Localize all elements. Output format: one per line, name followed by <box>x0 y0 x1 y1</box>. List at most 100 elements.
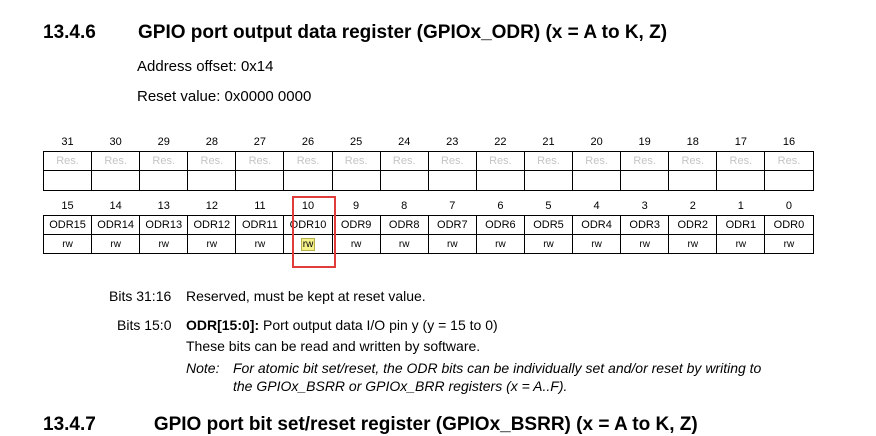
bit-number-11: 11 <box>254 200 266 212</box>
access-empty-bit-18 <box>668 170 718 191</box>
access-bit-5: rw <box>523 234 574 254</box>
field-odr8: ODR8 <box>379 215 429 235</box>
bit-number-12: 12 <box>205 200 218 212</box>
access-bit-4: rw <box>572 234 622 254</box>
access-bit-8: rw <box>379 234 429 254</box>
reserved-bit-24: Res. <box>379 151 429 171</box>
access-empty-bit-22 <box>475 170 525 191</box>
reserved-bit-16: Res. <box>764 151 814 171</box>
next-section-title: GPIO port bit set/reset register (GPIOx_… <box>153 414 698 435</box>
field-odr13: ODR13 <box>139 215 189 235</box>
bit-number-19: 19 <box>638 136 651 148</box>
reserved-bit-19: Res. <box>620 151 670 171</box>
access-rw: rw <box>110 238 121 250</box>
reserved-bit-17: Res. <box>716 151 766 171</box>
access-rw: rw <box>350 238 362 250</box>
bit-number-15: 15 <box>61 200 74 212</box>
bit-number-4: 4 <box>593 200 600 212</box>
field-odr12: ODR12 <box>187 215 237 235</box>
next-section-heading: 13.4.7 GPIO port bit set/reset register (… <box>43 414 698 436</box>
field-odr3: ODR3 <box>620 215 670 235</box>
access-row-upper <box>42 170 814 191</box>
bit-number-21: 21 <box>542 136 555 148</box>
bit-number-27: 27 <box>253 136 267 148</box>
field-odr0: ODR0 <box>764 215 814 235</box>
access-empty-bit-30 <box>91 170 141 191</box>
bit-number-0: 0 <box>785 200 793 212</box>
reset-value: Reset value: 0x0000 0000 <box>137 88 312 105</box>
reserved-bit-26: Res. <box>283 151 333 171</box>
field-odr4: ODR4 <box>572 215 622 235</box>
next-section-number: 13.4.7 <box>43 414 96 435</box>
bit-number-25: 25 <box>349 136 363 148</box>
note-line-2: the GPIOx_BSRR or GPIOx_BRR registers (x… <box>233 378 568 394</box>
bit-number-17: 17 <box>734 136 747 148</box>
access-bit-7: rw <box>427 234 477 254</box>
access-rw: rw <box>495 238 506 250</box>
field-row-upper: Res. Res. Res. Res. Res. Res. Res. Res. Res. Res.… <box>42 151 814 171</box>
access-empty-bit-16 <box>764 170 814 191</box>
bit-number-30: 30 <box>109 136 122 148</box>
access-rw: rw <box>398 238 410 250</box>
access-bit-15: rw <box>42 234 93 254</box>
access-empty-bit-19 <box>620 170 670 191</box>
bit-number-7: 7 <box>449 200 456 212</box>
access-bit-1: rw <box>716 234 766 254</box>
field-odr1: ODR1 <box>716 215 766 235</box>
access-bit-6: rw <box>475 234 525 254</box>
access-rw: rw <box>62 238 73 250</box>
section-number: 13.4.6 <box>43 22 96 43</box>
highlighted-access-rw: rw <box>300 237 316 251</box>
access-empty-bit-20 <box>572 170 622 191</box>
section-title: GPIO port output data register (GPIOx_OD… <box>138 22 668 43</box>
field-odr14: ODR14 <box>91 215 141 235</box>
field-row-lower: ODR15 ODR14 ODR13 ODR12 ODR11 ODR10 ODR9 ODR8 OD… <box>42 215 814 235</box>
reserved-bit-31: Res. <box>42 151 93 171</box>
reserved-bit-29: Res. <box>139 151 189 171</box>
field-odr9: ODR9 <box>331 215 381 235</box>
bit-number-1: 1 <box>737 200 744 212</box>
bit-number-2: 2 <box>689 200 696 212</box>
bit-number-23: 23 <box>446 136 459 148</box>
access-rw: rw <box>639 238 650 250</box>
bit-number-18: 18 <box>686 136 699 148</box>
access-bit-2: rw <box>668 234 718 254</box>
access-rw: rw <box>206 238 218 250</box>
bit-number-26: 26 <box>301 136 315 148</box>
bit-number-row-lower: 15 14 13 12 11 10 9 8 7 6 5 4 3 2 1 0 <box>44 197 814 216</box>
bit-number-8: 8 <box>401 200 408 212</box>
access-rw: rw <box>447 238 458 250</box>
bit-number-row-upper: 31 30 29 28 27 26 25 24 23 22 21 20 19 18 17 16 <box>44 133 814 152</box>
odr-field-name: ODR[15:0]: <box>186 317 260 333</box>
reserved-bit-25: Res. <box>331 151 381 171</box>
bit-number-28: 28 <box>205 136 218 148</box>
odr-field-text: Port output data I/O pin y (y = 15 to 0) <box>259 317 498 333</box>
access-empty-bit-29 <box>139 170 189 191</box>
bit-number-16: 16 <box>782 136 796 148</box>
access-empty-bit-23 <box>427 170 477 191</box>
note-line-1: For atomic bit set/reset, the ODR bits c… <box>233 360 762 376</box>
access-bit-0: rw <box>764 234 814 254</box>
reserved-bit-20: Res. <box>572 151 622 171</box>
access-bit-14: rw <box>91 234 141 254</box>
bit-number-31: 31 <box>61 136 74 148</box>
field-odr5: ODR5 <box>523 215 574 235</box>
note-label: Note: <box>186 360 220 376</box>
access-bit-9: rw <box>331 234 381 254</box>
reserved-bit-23: Res. <box>427 151 477 171</box>
access-row-lower: rw rw rw rw rw rw rw rw rw rw rw rw rw rw rw rw <box>42 234 814 254</box>
reserved-bit-21: Res. <box>523 151 574 171</box>
register-table-upper: 31 30 29 28 27 26 25 24 23 22 21 20 19 18 17 16 Res. Res… <box>42 133 814 191</box>
access-empty-bit-27 <box>235 170 285 191</box>
bits-15-0-description: ODR[15:0]: Port output data I/O pin y (y… <box>186 317 498 333</box>
bit-number-10: 10 <box>301 200 315 212</box>
bits-15-0-line2: These bits can be read and written by so… <box>186 338 481 354</box>
access-rw: rw <box>254 238 266 250</box>
access-empty-bit-31 <box>42 170 93 191</box>
bits-31-16-label: Bits 31:16 <box>109 288 172 304</box>
reserved-bit-22: Res. <box>475 151 525 171</box>
access-empty-bit-24 <box>379 170 429 191</box>
access-empty-bit-21 <box>523 170 574 191</box>
access-bit-13: rw <box>139 234 189 254</box>
access-bit-3: rw <box>620 234 670 254</box>
